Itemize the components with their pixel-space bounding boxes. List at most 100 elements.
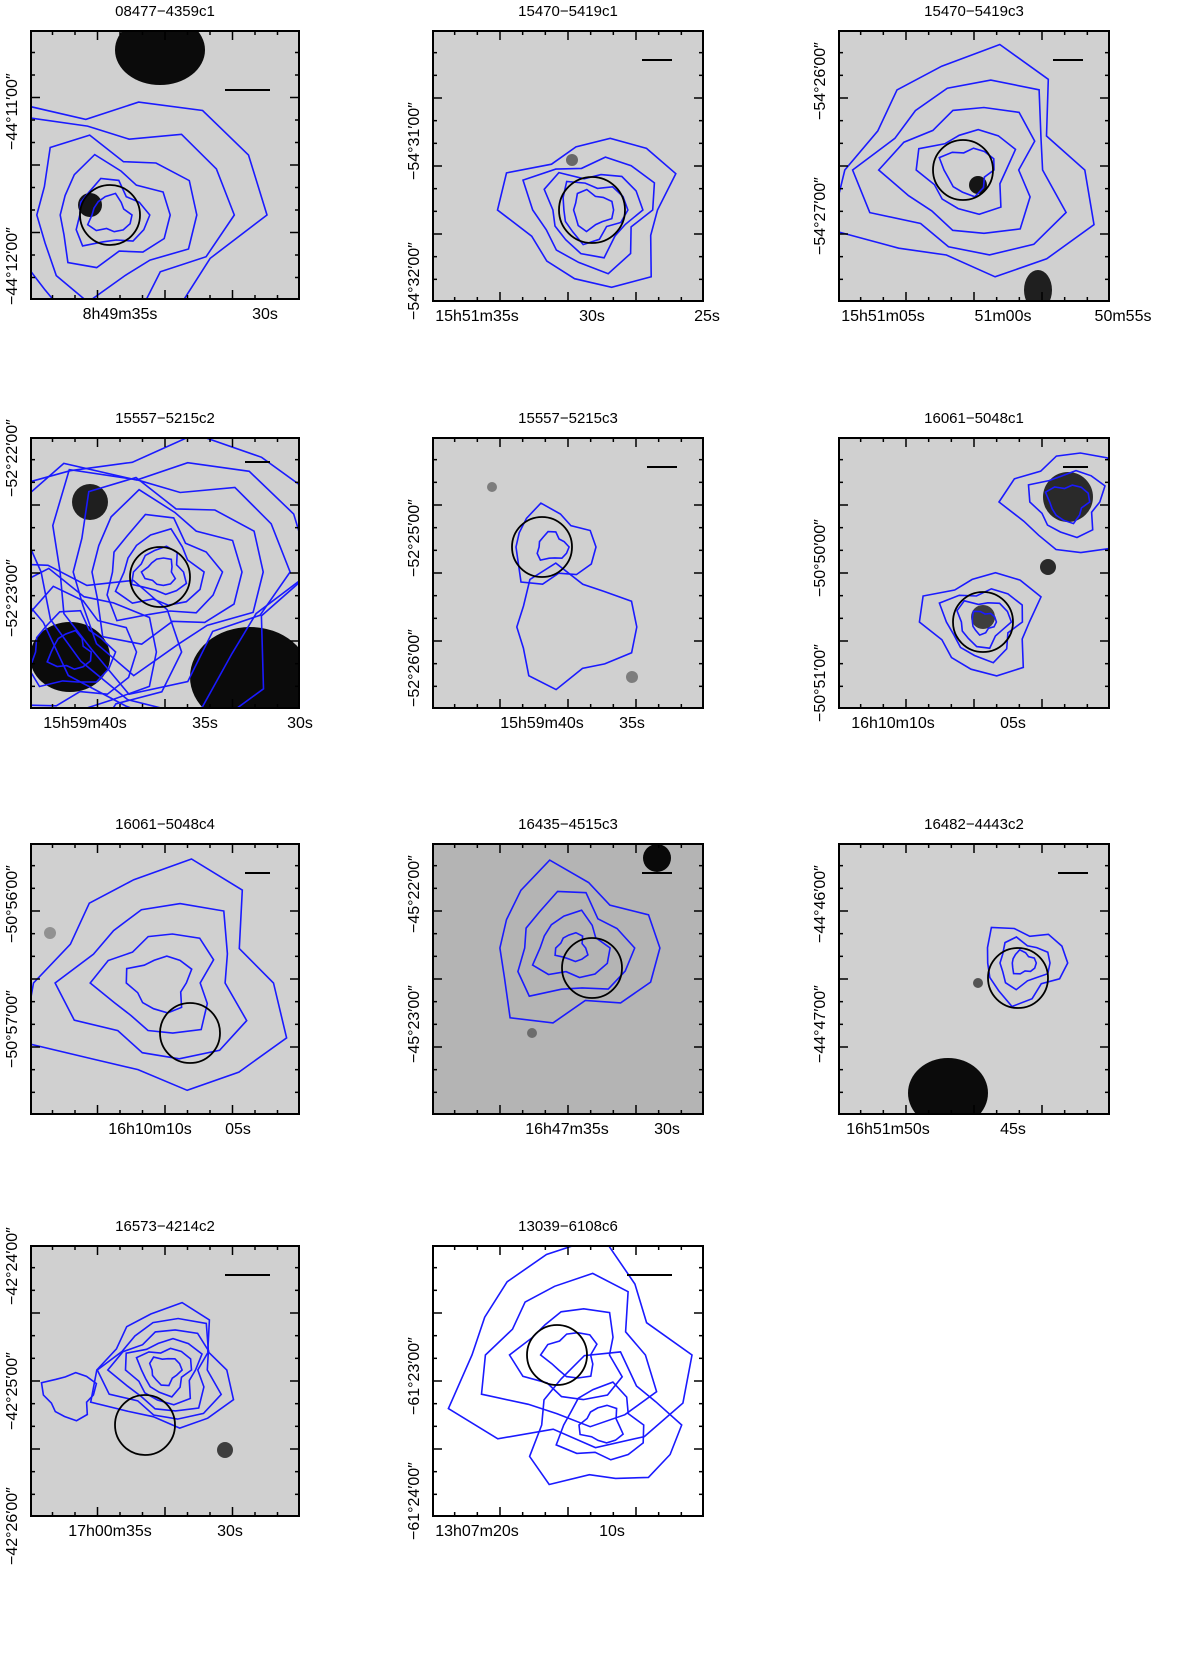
sky-image bbox=[432, 30, 704, 302]
ra-tick-label: 30s bbox=[252, 306, 278, 323]
source-blob bbox=[1040, 559, 1056, 575]
contour-line bbox=[86, 192, 133, 233]
ra-tick-label: 13h07m20s bbox=[435, 1523, 519, 1540]
dec-tick-label: −44°46′00″ bbox=[812, 865, 829, 943]
source-circle bbox=[159, 1002, 221, 1064]
ra-tick-label: 8h49m35s bbox=[82, 306, 158, 323]
contour-line bbox=[30, 567, 158, 709]
source-blob bbox=[566, 154, 578, 166]
source-blob bbox=[72, 484, 108, 520]
contour-line bbox=[54, 902, 248, 1060]
image-background bbox=[432, 843, 704, 1115]
contour-line bbox=[851, 79, 1068, 256]
contour-line bbox=[521, 156, 656, 275]
dec-tick-label: −42°25′00″ bbox=[4, 1352, 21, 1430]
contour-line bbox=[30, 585, 138, 707]
contour-line bbox=[1011, 948, 1038, 975]
contour-line bbox=[938, 587, 1024, 664]
panel-frame bbox=[432, 843, 704, 1115]
source-blob bbox=[643, 844, 671, 872]
dec-tick-label: −50°56′00″ bbox=[4, 865, 21, 943]
dec-tick-label: −61°23′00″ bbox=[406, 1337, 423, 1415]
contour-line bbox=[40, 1371, 98, 1422]
panel-title: 13039−6108c6 bbox=[518, 1218, 618, 1235]
source-circle bbox=[79, 184, 141, 246]
ra-tick-label: 16h10m10s bbox=[108, 1121, 192, 1138]
dec-tick-label: −50°57′00″ bbox=[4, 990, 21, 1068]
dec-tick-label: −54°31′00″ bbox=[406, 102, 423, 180]
ra-tick-label: 45s bbox=[1000, 1121, 1026, 1138]
source-circle bbox=[511, 516, 573, 578]
contour-line bbox=[148, 1356, 184, 1387]
panel-title: 16435−4515c3 bbox=[518, 816, 618, 833]
source-blob bbox=[44, 927, 56, 939]
dec-tick-label: −50°50′00″ bbox=[812, 519, 829, 597]
sky-image bbox=[30, 437, 300, 709]
contour-line bbox=[877, 106, 1036, 235]
contour-line bbox=[838, 43, 1095, 278]
dec-tick-label: −61°24′00″ bbox=[406, 1462, 423, 1540]
panel-frame bbox=[30, 30, 300, 300]
source-circle bbox=[526, 1324, 588, 1386]
contour-line bbox=[999, 936, 1051, 991]
contour-line bbox=[536, 530, 571, 562]
ra-tick-label: 15h51m35s bbox=[435, 308, 519, 325]
panel-frame bbox=[838, 30, 1110, 302]
ra-tick-label: 16h10m10s bbox=[851, 715, 935, 732]
sky-image bbox=[838, 437, 1110, 709]
ra-tick-label: 05s bbox=[1000, 715, 1026, 732]
contour-line bbox=[106, 513, 224, 622]
contour-line bbox=[30, 117, 236, 300]
contour-line bbox=[447, 1245, 693, 1449]
contour-line bbox=[124, 1337, 203, 1406]
ra-tick-label: 30s bbox=[287, 715, 313, 732]
ra-tick-label: 25s bbox=[694, 308, 720, 325]
contour-line bbox=[578, 1404, 625, 1444]
ra-tick-label: 30s bbox=[217, 1523, 243, 1540]
image-background bbox=[432, 30, 704, 302]
contour-line bbox=[30, 609, 117, 688]
contour-line bbox=[125, 955, 193, 1014]
sky-image bbox=[30, 30, 300, 300]
sky-image bbox=[838, 30, 1110, 302]
source-circle bbox=[114, 1394, 176, 1456]
ra-tick-label: 10s bbox=[599, 1523, 625, 1540]
ra-tick-label: 16h51m50s bbox=[846, 1121, 930, 1138]
panel-frame bbox=[30, 437, 300, 709]
ra-tick-label: 30s bbox=[654, 1121, 680, 1138]
contour-line bbox=[89, 1301, 235, 1429]
contour-line bbox=[531, 909, 611, 979]
panel-frame bbox=[838, 843, 1110, 1115]
sky-image bbox=[838, 843, 1110, 1115]
image-background bbox=[30, 843, 300, 1115]
source-circle bbox=[129, 546, 191, 608]
contour-line bbox=[30, 858, 288, 1092]
contour-line bbox=[106, 1329, 210, 1412]
contour-line bbox=[480, 1272, 658, 1428]
dec-tick-label: −54°26′00″ bbox=[812, 42, 829, 120]
source-blob bbox=[626, 671, 638, 683]
dec-tick-label: −52°25′00″ bbox=[406, 499, 423, 577]
contour-line bbox=[91, 488, 243, 646]
dec-tick-label: −54°32′00″ bbox=[406, 242, 423, 320]
contour-line bbox=[1027, 469, 1106, 539]
image-background bbox=[30, 1245, 300, 1517]
panel-frame bbox=[432, 437, 704, 709]
contour-line bbox=[59, 153, 172, 269]
contour-line bbox=[956, 599, 1013, 650]
contour-line bbox=[986, 926, 1069, 1008]
contour-line bbox=[562, 180, 629, 246]
dec-tick-label: −52°22′00″ bbox=[4, 419, 21, 497]
sky-image bbox=[432, 437, 704, 709]
source-blob bbox=[30, 622, 110, 692]
dec-tick-label: −52°26′00″ bbox=[406, 629, 423, 707]
ra-tick-label: 17h00m35s bbox=[68, 1523, 152, 1540]
contour-line bbox=[89, 933, 215, 1034]
panel-title: 16482−4443c2 bbox=[924, 816, 1024, 833]
source-blob bbox=[190, 627, 300, 709]
contour-line bbox=[997, 452, 1110, 554]
contour-line bbox=[915, 128, 1017, 216]
dec-tick-label: −44°12′00″ bbox=[4, 227, 21, 305]
contour-line bbox=[572, 188, 615, 233]
contour-line bbox=[517, 890, 636, 998]
